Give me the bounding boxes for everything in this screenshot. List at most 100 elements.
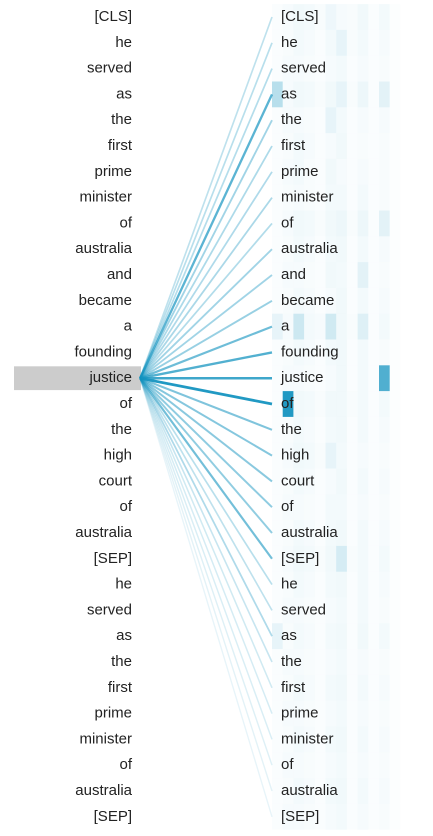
heatmap-cell [357, 262, 369, 288]
right-token[interactable]: of [281, 395, 294, 412]
left-token[interactable]: he [115, 576, 132, 593]
left-token[interactable]: minister [79, 189, 132, 206]
heatmap-cell [325, 262, 337, 288]
right-token[interactable]: served [281, 60, 326, 77]
heatmap-cell [390, 365, 401, 391]
right-token[interactable]: australia [281, 240, 338, 257]
left-token[interactable]: of [119, 395, 132, 412]
left-token[interactable]: served [87, 601, 132, 618]
attention-line [139, 145, 273, 379]
left-token[interactable]: australia [75, 782, 132, 799]
heatmap-cell [304, 133, 315, 159]
left-token[interactable]: as [116, 85, 132, 102]
right-token[interactable]: served [281, 601, 326, 618]
heatmap-cell [315, 211, 326, 237]
heatmap-cell [293, 313, 305, 340]
left-token[interactable]: [SEP] [94, 808, 132, 825]
heatmap-cell [293, 442, 305, 469]
left-token[interactable]: served [87, 60, 132, 77]
heatmap-cell [379, 262, 390, 288]
attention-line [139, 377, 273, 586]
right-token[interactable]: a [281, 318, 290, 335]
heatmap-cell [325, 287, 337, 314]
right-token[interactable]: [SEP] [281, 808, 319, 825]
right-token-column[interactable]: [CLS] he served as the first prime minister of au… [280, 8, 339, 825]
right-token[interactable]: court [281, 472, 315, 489]
right-token[interactable]: high [281, 447, 309, 464]
heatmap-cell [325, 442, 337, 469]
heatmap-cell [336, 468, 347, 495]
heatmap-cell [368, 288, 379, 314]
left-token[interactable]: australia [75, 524, 132, 541]
left-token[interactable]: became [79, 292, 132, 309]
right-token[interactable]: first [281, 679, 306, 696]
attention-line [139, 377, 273, 483]
right-token[interactable]: minister [281, 730, 334, 747]
heatmap-cell [304, 29, 315, 56]
left-token[interactable]: and [107, 266, 132, 283]
left-token[interactable]: court [99, 472, 133, 489]
left-token[interactable]: first [108, 679, 133, 696]
heatmap-cell [347, 159, 358, 185]
left-token[interactable]: of [119, 498, 132, 515]
heatmap-cell [282, 391, 294, 417]
heatmap-cell [336, 133, 347, 159]
right-token[interactable]: the [281, 653, 302, 670]
right-token[interactable]: [SEP] [281, 550, 319, 567]
left-token[interactable]: the [111, 421, 132, 438]
left-token[interactable]: he [115, 34, 132, 51]
heatmap-cell [347, 675, 358, 701]
right-token[interactable]: became [281, 292, 334, 309]
left-token[interactable]: a [124, 318, 133, 335]
right-token[interactable]: prime [281, 705, 319, 722]
right-token[interactable]: as [281, 627, 297, 644]
heatmap-cell [293, 29, 305, 56]
left-token[interactable]: high [104, 447, 132, 464]
right-token[interactable]: prime [281, 163, 319, 180]
right-token[interactable]: he [281, 576, 298, 593]
right-token[interactable]: of [281, 214, 294, 231]
left-token[interactable]: [CLS] [94, 8, 132, 25]
heatmap-cell [325, 649, 337, 675]
right-token[interactable]: [CLS] [281, 8, 319, 25]
left-token[interactable]: the [111, 653, 132, 670]
right-token[interactable]: founding [281, 343, 339, 360]
left-token[interactable]: first [108, 137, 133, 154]
heatmap-cell [379, 778, 390, 804]
right-token[interactable]: minister [281, 189, 334, 206]
left-token[interactable]: australia [75, 240, 132, 257]
right-token[interactable]: the [281, 111, 302, 128]
left-token[interactable]: founding [74, 343, 132, 360]
attention-line [139, 42, 273, 379]
right-token[interactable]: the [281, 421, 302, 438]
right-token[interactable]: first [281, 137, 306, 154]
left-token[interactable]: as [116, 627, 132, 644]
left-token[interactable]: minister [79, 730, 132, 747]
right-token[interactable]: as [281, 85, 297, 102]
heatmap-cell [368, 185, 379, 211]
left-token[interactable]: of [119, 214, 132, 231]
right-token[interactable]: and [281, 266, 306, 283]
right-token[interactable]: justice [280, 369, 324, 386]
right-token[interactable]: australia [281, 782, 338, 799]
left-token[interactable]: of [119, 756, 132, 773]
heatmap-cell [325, 571, 337, 598]
left-token[interactable]: prime [94, 163, 132, 180]
left-token[interactable]: justice [88, 369, 132, 386]
heatmap-cell [390, 649, 401, 675]
left-token[interactable]: prime [94, 705, 132, 722]
attention-line [139, 378, 273, 817]
attention-line [139, 377, 273, 534]
heatmap-cell [293, 262, 305, 288]
left-token-column[interactable]: [CLS] he served as the first prime minister of au… [74, 8, 132, 825]
heatmap-cell [390, 546, 401, 572]
heatmap-cell [325, 184, 337, 211]
left-token[interactable]: [SEP] [94, 550, 132, 567]
heatmap-cell [390, 314, 401, 340]
right-token[interactable]: of [281, 756, 294, 773]
heatmap-cell [347, 494, 358, 520]
right-token[interactable]: he [281, 34, 298, 51]
left-token[interactable]: the [111, 111, 132, 128]
right-token[interactable]: of [281, 498, 294, 515]
right-token[interactable]: australia [281, 524, 338, 541]
